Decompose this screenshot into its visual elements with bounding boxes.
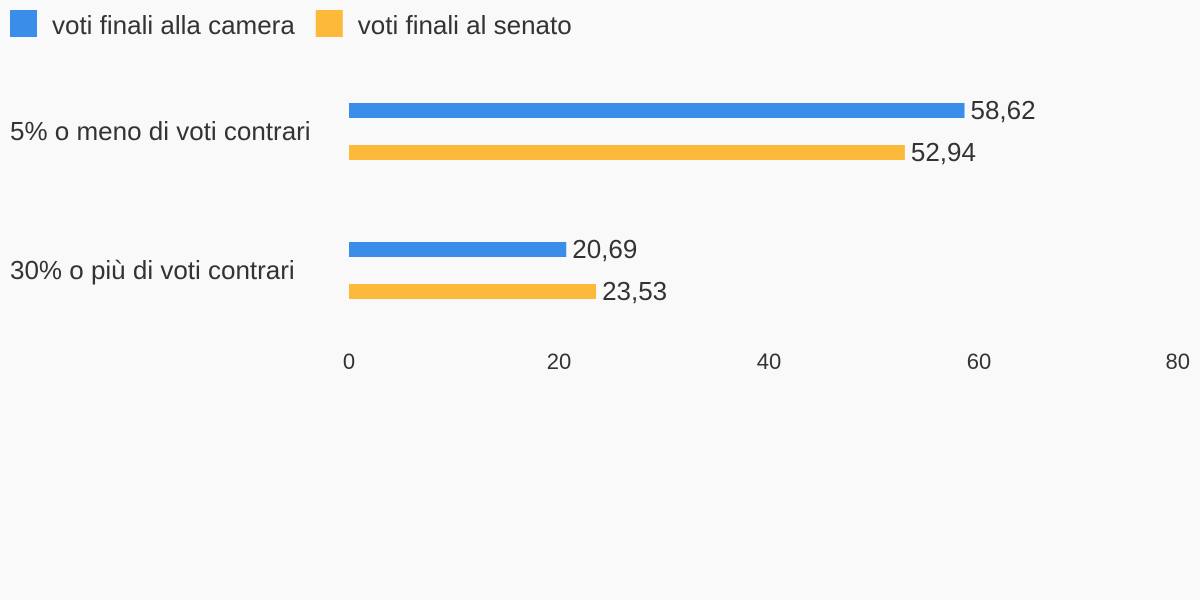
category-label: 30% o più di voti contrari <box>10 255 295 285</box>
data-label: 23,53 <box>602 276 667 306</box>
data-label: 20,69 <box>572 234 637 264</box>
bar <box>349 284 597 299</box>
x-tick-label: 40 <box>757 349 781 374</box>
x-tick-label: 60 <box>967 349 991 374</box>
data-label: 58,62 <box>971 95 1036 125</box>
x-tick-label: 20 <box>547 349 571 374</box>
category-label: 5% o meno di voti contrari <box>10 116 311 146</box>
bar <box>349 103 965 118</box>
x-tick-label: 80 <box>1166 349 1190 374</box>
data-label: 52,94 <box>911 137 976 167</box>
legend-label: voti finali alla camera <box>52 10 295 40</box>
legend-swatch <box>315 10 343 37</box>
bar <box>349 242 567 257</box>
legend-swatch <box>10 10 37 37</box>
legend-label: voti finali al senato <box>358 10 572 40</box>
x-tick-label: 0 <box>343 349 355 374</box>
bar <box>349 145 905 160</box>
